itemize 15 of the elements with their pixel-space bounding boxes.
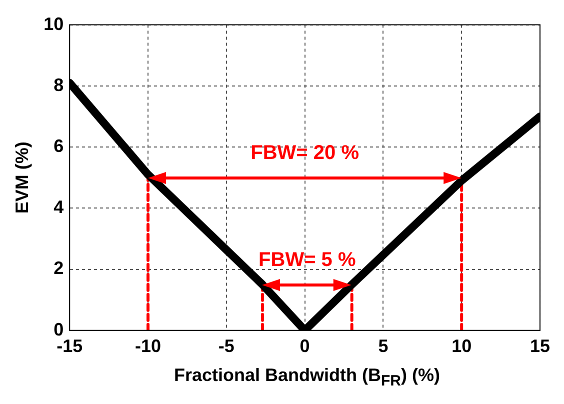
x-tick-label: 10 — [452, 336, 472, 356]
x-tick-label: 0 — [300, 336, 310, 356]
x-tick-label: -10 — [135, 336, 162, 356]
annotation: FBW= 20 % — [250, 142, 360, 164]
x-axis-title: Fractional Bandwidth (B$_{FR}$) (%) — [173, 364, 441, 392]
y-tick-label: 10 — [44, 14, 64, 34]
y-axis-title: EVM (%) — [12, 142, 32, 214]
y-tick-label: 8 — [54, 74, 64, 95]
annotation: FBW= 5 % — [258, 249, 356, 272]
y-tick-label: 4 — [54, 197, 64, 218]
x-tick-label: 5 — [378, 336, 388, 356]
x-tick-label: 15 — [530, 336, 550, 356]
y-tick-label: 6 — [54, 136, 64, 156]
x-tick-label: -5 — [218, 336, 234, 356]
y-tick-label: 2 — [54, 258, 64, 278]
